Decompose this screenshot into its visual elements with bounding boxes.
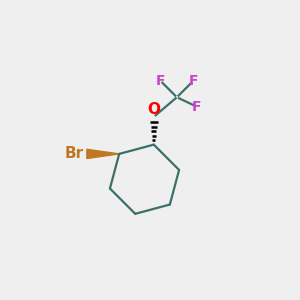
Text: F: F	[156, 74, 166, 88]
Text: Br: Br	[65, 146, 84, 161]
Text: O: O	[147, 102, 160, 117]
Text: F: F	[188, 74, 198, 88]
Polygon shape	[87, 149, 119, 158]
Text: F: F	[192, 100, 201, 113]
